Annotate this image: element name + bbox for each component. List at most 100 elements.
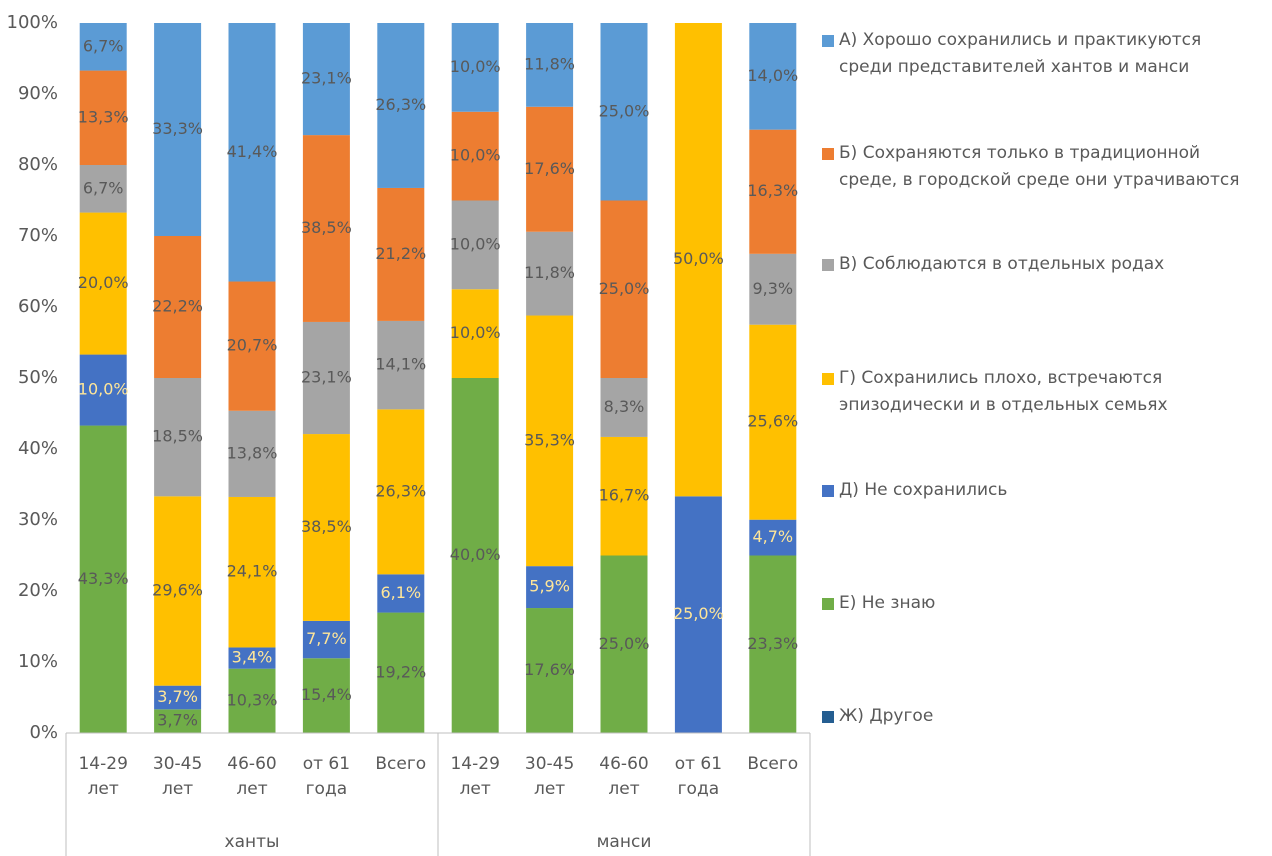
bar-segment (674, 23, 722, 497)
bar-segment (377, 23, 425, 188)
data-label: 14,0% (747, 66, 798, 85)
data-label: 38,5% (301, 517, 352, 536)
data-label: 17,6% (524, 660, 575, 679)
bar-segment (600, 436, 648, 556)
legend-swatch (822, 598, 834, 610)
data-label: 13,8% (227, 443, 278, 462)
legend-swatch (822, 35, 834, 47)
bar-segment (79, 425, 127, 733)
data-label: 11,8% (524, 263, 575, 282)
data-label: 20,0% (78, 273, 129, 292)
legend-swatch (822, 711, 834, 723)
bar-segment (302, 135, 350, 322)
bar-segment (749, 555, 797, 733)
data-label: 4,7% (752, 527, 793, 546)
y-tick-label: 80% (18, 154, 58, 175)
data-label: 6,7% (83, 178, 124, 197)
bar-segment (302, 434, 350, 621)
x-tick-label: от 61 года (674, 754, 723, 799)
data-label: 18,5% (152, 427, 203, 446)
data-label: 43,3% (78, 569, 129, 588)
bar-segment (526, 23, 574, 107)
bar-segment (526, 231, 574, 316)
bar-segment (302, 321, 350, 435)
data-label: 16,3% (747, 181, 798, 200)
legend-label: Е) Не знаю (839, 593, 936, 613)
bar-segment (79, 23, 127, 71)
data-label: 15,4% (301, 685, 352, 704)
x-tick-label: 14-29 лет (78, 754, 128, 799)
bar-segment (377, 612, 425, 733)
bar-segment (600, 378, 648, 437)
legend-item: Г) Сохранились плохо, встречаются эпизод… (822, 365, 1267, 419)
data-label: 13,3% (78, 107, 129, 126)
legend-item: Д) Не сохранились (822, 477, 1267, 504)
data-label: 8,3% (604, 397, 645, 416)
legend-swatch (822, 373, 834, 385)
bar-segment (79, 165, 127, 213)
y-tick-label: 70% (18, 225, 58, 246)
data-label: 10,0% (450, 234, 501, 253)
legend-item: Е) Не знаю (822, 590, 1267, 617)
bar-segment (451, 378, 499, 733)
data-label: 23,3% (747, 634, 798, 653)
bar-segment (228, 410, 276, 497)
legend-label: Г) Сохранились плохо, встречаются эпизод… (839, 368, 1168, 415)
y-tick-label: 60% (18, 296, 58, 317)
bar-segment (600, 555, 648, 733)
group-label: манси (596, 832, 652, 852)
bar-segment (154, 23, 202, 236)
legend-item: Б) Сохраняются только в традиционной сре… (822, 140, 1267, 194)
bar-segment (600, 200, 648, 378)
legend-item: А) Хорошо сохранились и практикуются сре… (822, 27, 1267, 81)
bar-segment (377, 409, 425, 575)
legend-label: А) Хорошо сохранились и практикуются сре… (839, 30, 1202, 77)
data-label: 7,7% (306, 629, 347, 648)
bar-segment (526, 106, 574, 232)
data-label: 3,7% (157, 711, 198, 730)
bar-segment (79, 354, 127, 426)
data-label: 38,5% (301, 218, 352, 237)
data-label: 5,9% (529, 577, 570, 596)
data-label: 3,4% (232, 648, 273, 667)
y-tick-label: 100% (7, 12, 58, 33)
data-label: 50,0% (673, 249, 724, 268)
y-tick-label: 0% (29, 722, 58, 743)
y-tick-label: 30% (18, 509, 58, 530)
bar-segment (377, 187, 425, 321)
data-label: 10,0% (450, 323, 501, 342)
bar-segment (451, 111, 499, 201)
data-label: 14,1% (375, 355, 426, 374)
bar-segment (79, 70, 127, 165)
data-label: 25,0% (599, 279, 650, 298)
legend-label: В) Соблюдаются в отдельных родах (839, 254, 1165, 274)
data-label: 21,2% (375, 244, 426, 263)
bar-segment (154, 709, 202, 733)
legend-label: Д) Не сохранились (839, 480, 1008, 500)
bar-segment (526, 566, 574, 609)
data-label: 23,1% (301, 368, 352, 387)
bar-segment (749, 253, 797, 325)
data-label: 26,3% (375, 95, 426, 114)
data-label: 11,8% (524, 54, 575, 73)
bar-segment (228, 668, 276, 733)
legend-item: В) Соблюдаются в отдельных родах (822, 251, 1267, 278)
bar-segment (674, 496, 722, 733)
bar-segment (600, 23, 648, 201)
x-tick-label: Всего (375, 754, 427, 774)
data-label: 35,3% (524, 430, 575, 449)
x-tick-label: 46-60 лет (599, 754, 649, 799)
bar-segment (79, 212, 127, 355)
data-label: 10,0% (450, 146, 501, 165)
bar-segment (377, 574, 425, 613)
data-label: 29,6% (152, 581, 203, 600)
y-tick-label: 50% (18, 367, 58, 388)
x-tick-label: от 61 года (302, 754, 351, 799)
bar-segment (451, 289, 499, 378)
bar-segment (749, 23, 797, 130)
bar-segment (302, 23, 350, 136)
data-label: 24,1% (227, 562, 278, 581)
bar-segment (526, 315, 574, 567)
